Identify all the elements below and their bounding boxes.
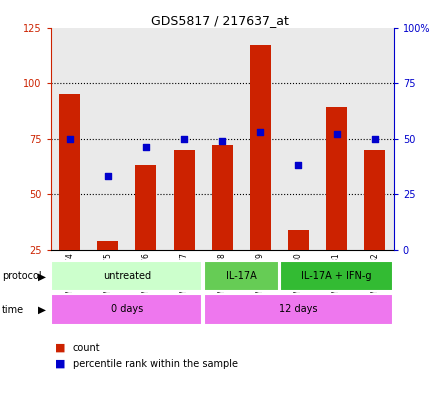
Bar [136, 165, 157, 250]
Bar [326, 107, 347, 250]
Bar [51, 28, 89, 250]
Bar [356, 28, 394, 250]
Text: percentile rank within the sample: percentile rank within the sample [73, 358, 238, 369]
Point [333, 131, 340, 137]
Point [257, 129, 264, 135]
Bar [127, 28, 165, 250]
Bar [203, 28, 241, 250]
Bar [204, 261, 279, 292]
Bar [288, 230, 309, 250]
Bar [279, 28, 318, 250]
Bar [280, 261, 393, 292]
Text: ▶: ▶ [38, 271, 46, 281]
Point [66, 135, 73, 142]
Point [143, 144, 150, 151]
Bar [59, 94, 80, 250]
Bar [89, 28, 127, 250]
Text: ■: ■ [55, 343, 66, 353]
Bar [250, 45, 271, 250]
Bar [174, 150, 194, 250]
Text: IL-17A: IL-17A [226, 271, 257, 281]
Text: untreated: untreated [103, 271, 151, 281]
Text: 12 days: 12 days [279, 305, 318, 314]
Bar [212, 145, 233, 250]
Point [180, 135, 187, 142]
Bar [165, 28, 203, 250]
Bar [318, 28, 356, 250]
Bar [97, 241, 118, 250]
Text: ▶: ▶ [38, 305, 46, 315]
Text: 0 days: 0 days [111, 305, 143, 314]
Bar [51, 261, 202, 292]
Text: ■: ■ [55, 358, 66, 369]
Text: protocol: protocol [2, 271, 42, 281]
Point [219, 138, 226, 144]
Bar [241, 28, 279, 250]
Text: time: time [2, 305, 24, 315]
Bar [204, 294, 393, 325]
Text: GDS5817 / 217637_at: GDS5817 / 217637_at [151, 14, 289, 27]
Text: IL-17A + IFN-g: IL-17A + IFN-g [301, 271, 372, 281]
Bar [364, 150, 385, 250]
Text: count: count [73, 343, 100, 353]
Point [371, 135, 378, 142]
Point [104, 173, 111, 180]
Bar [51, 294, 202, 325]
Point [295, 162, 302, 168]
